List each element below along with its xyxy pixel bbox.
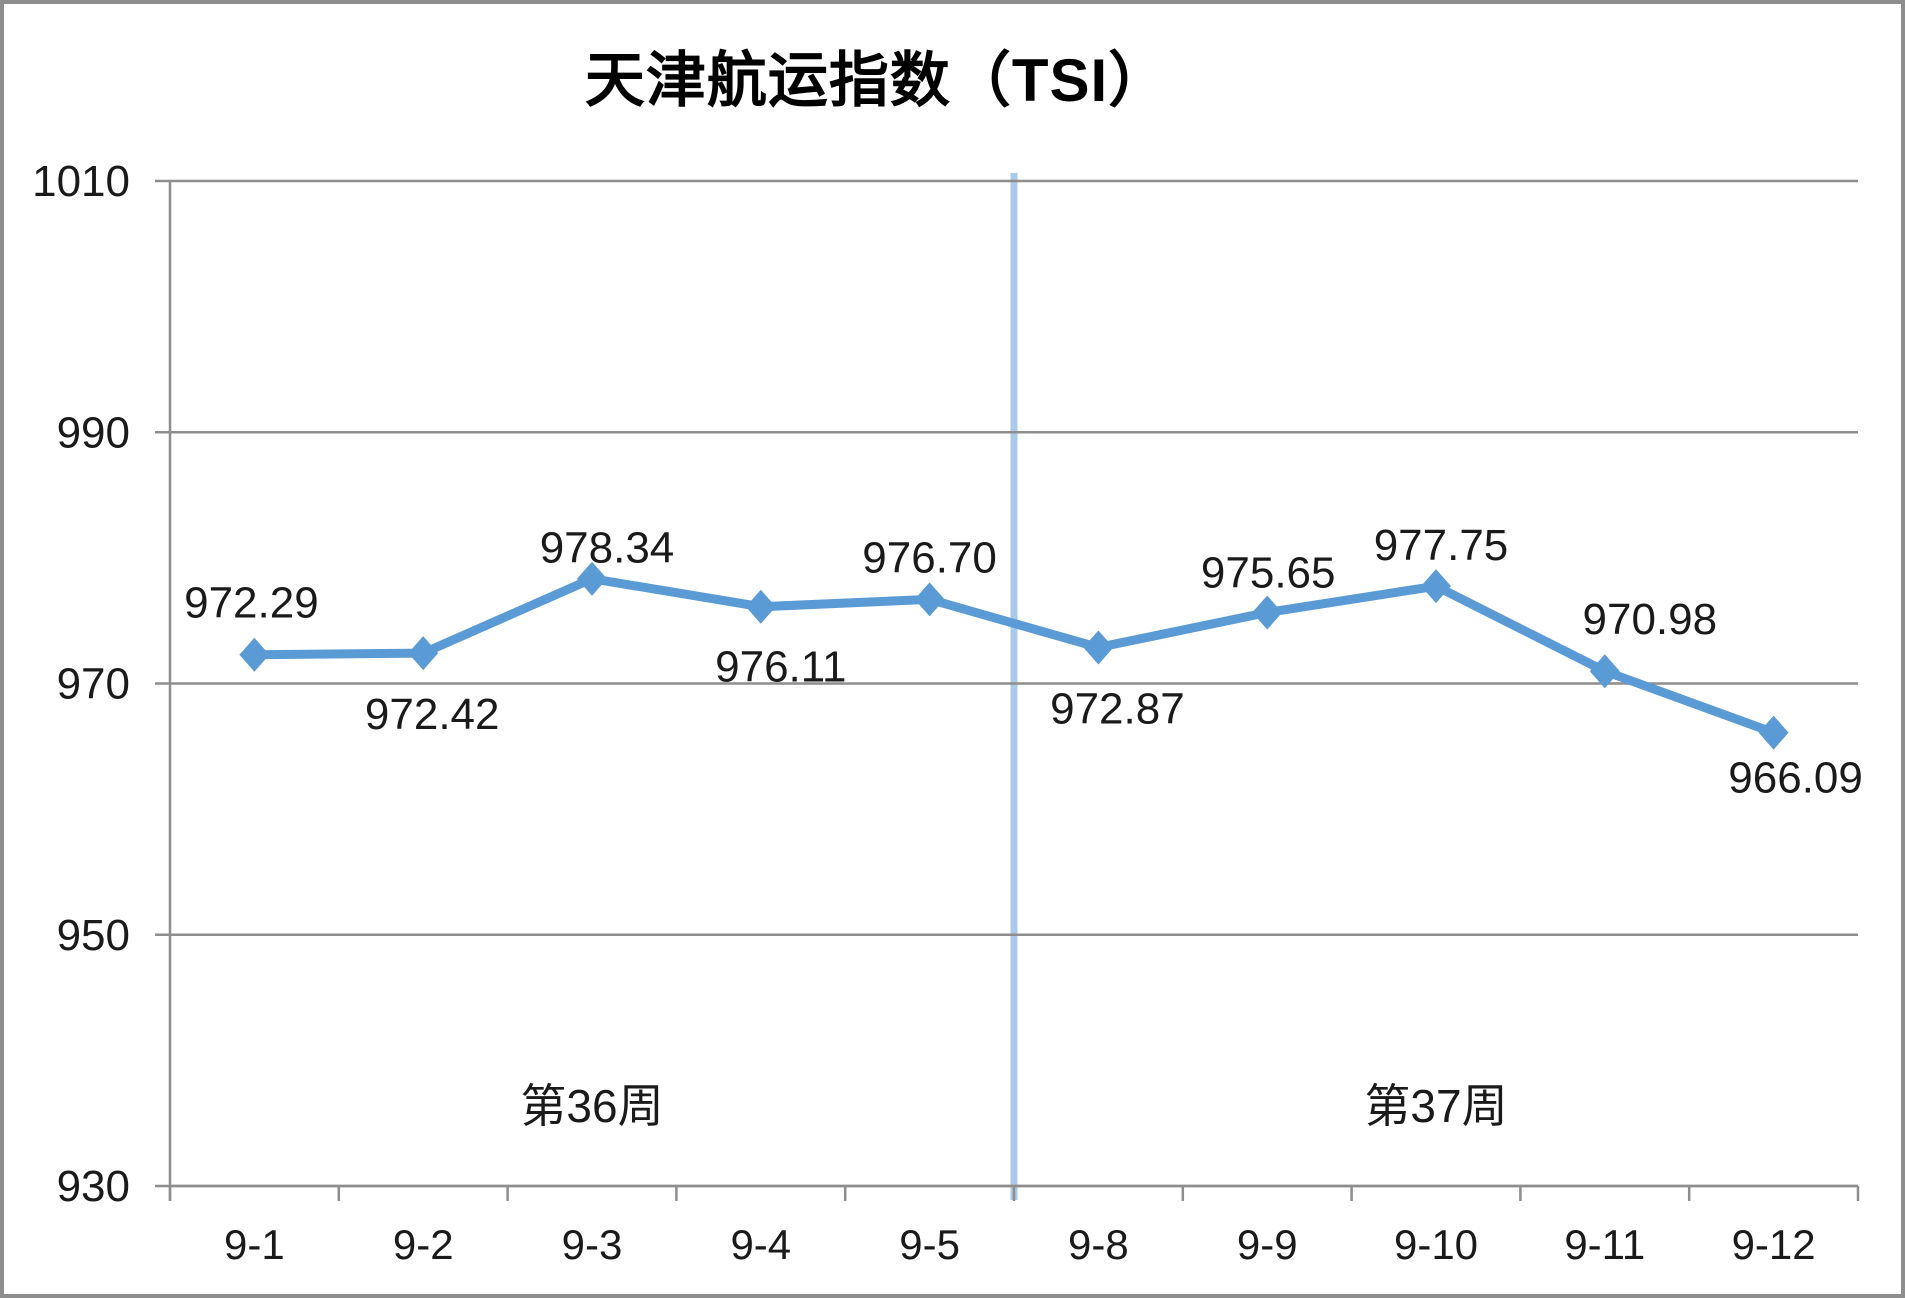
data-point-marker	[1758, 715, 1789, 750]
x-tick-label: 9-2	[393, 1221, 454, 1268]
y-tick-label: 930	[57, 1162, 130, 1211]
x-tick-label: 9-1	[224, 1221, 285, 1268]
x-tick-label: 9-5	[899, 1221, 960, 1268]
chart-title: 天津航运指数（TSI）	[584, 47, 1170, 114]
data-label: 976.11	[715, 643, 846, 692]
data-label: 975.65	[1201, 549, 1336, 598]
data-point-marker	[1252, 595, 1283, 630]
data-point-marker	[745, 589, 776, 624]
y-tick-label: 950	[57, 911, 130, 960]
data-label: 966.09	[1728, 754, 1863, 803]
data-label: 970.98	[1583, 595, 1718, 644]
x-tick-label: 9-9	[1237, 1221, 1298, 1268]
data-point-marker	[1083, 630, 1114, 665]
data-label: 977.75	[1374, 521, 1509, 570]
x-tick-label: 9-8	[1068, 1221, 1129, 1268]
x-tick-label: 9-3	[562, 1221, 623, 1268]
data-label: 972.42	[365, 690, 500, 739]
week-annotation: 第36周	[520, 1080, 663, 1132]
x-tick-label: 9-10	[1394, 1221, 1478, 1268]
x-tick-label: 9-4	[730, 1221, 791, 1268]
series-line	[254, 574, 1776, 737]
data-point-marker	[1421, 569, 1451, 604]
x-tick-label: 9-11	[1564, 1221, 1645, 1268]
data-point-marker	[239, 637, 270, 672]
y-tick-label: 990	[57, 408, 130, 457]
plot-area: 930 950 970 990 1010 9-1 9-2 9-3 9-4 9-5 9-8 9-9 9-1…	[32, 157, 1863, 1268]
data-point-marker	[408, 636, 439, 671]
data-label: 972.29	[184, 579, 319, 628]
data-point-marker	[1589, 654, 1620, 689]
y-tick-label: 970	[57, 660, 130, 709]
data-label: 972.87	[1050, 684, 1185, 733]
data-label: 978.34	[540, 524, 675, 573]
y-tick-label: 1010	[32, 157, 130, 206]
data-label: 976.70	[862, 533, 997, 582]
week-annotation: 第37周	[1364, 1080, 1507, 1132]
data-point-marker	[914, 582, 945, 617]
x-tick-label: 9-12	[1732, 1221, 1816, 1268]
data-point-marker	[577, 561, 607, 596]
